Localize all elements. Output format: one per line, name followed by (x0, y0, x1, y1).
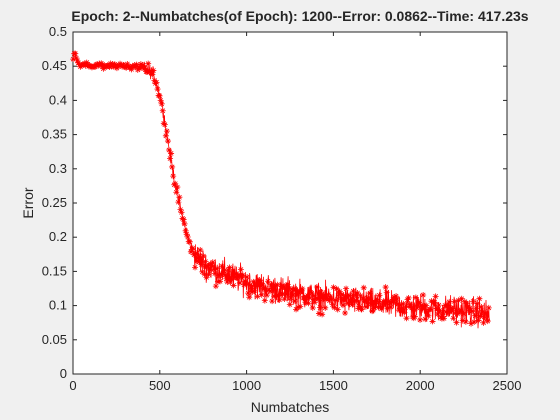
y-tick-label: 0.05 (42, 332, 67, 347)
data-point (451, 298, 457, 304)
data-point (353, 297, 359, 303)
data-point (285, 281, 291, 287)
data-point (306, 300, 312, 306)
y-tick-label: 0.5 (49, 24, 67, 39)
data-point (485, 318, 491, 324)
y-tick-label: 0.25 (42, 195, 67, 210)
x-tick-label: 0 (69, 378, 76, 393)
data-point (446, 299, 452, 305)
data-point (473, 306, 479, 312)
data-point (297, 303, 303, 309)
data-point (401, 309, 407, 315)
data-point (317, 305, 323, 311)
x-tick-label: 1000 (232, 378, 261, 393)
y-tick-label: 0.35 (42, 127, 67, 142)
x-axis-label: Numbatches (251, 399, 330, 415)
data-point (486, 305, 492, 311)
y-tick-label: 0.2 (49, 229, 67, 244)
x-tick-label: 1500 (319, 378, 348, 393)
data-point (394, 296, 400, 302)
data-point (333, 297, 339, 303)
data-point (382, 299, 388, 305)
y-tick-label: 0 (60, 366, 67, 381)
data-point (478, 304, 484, 310)
data-point (346, 293, 352, 299)
data-point (340, 302, 346, 308)
data-point (276, 297, 282, 303)
data-point (361, 285, 367, 291)
data-point (268, 282, 274, 288)
data-point (432, 299, 438, 305)
data-point (367, 290, 373, 296)
chart-title: Epoch: 2--Numbatches(of Epoch): 1200--Er… (71, 8, 528, 24)
data-point (310, 305, 316, 311)
data-point (472, 313, 478, 319)
data-point (383, 284, 389, 290)
y-tick-label: 0.4 (49, 92, 67, 107)
data-point (430, 318, 436, 324)
plot-area (73, 32, 507, 374)
y-tick-label: 0.1 (49, 298, 67, 313)
data-point (238, 267, 244, 273)
y-tick-label: 0.3 (49, 161, 67, 176)
x-tick-label: 500 (149, 378, 171, 393)
data-point (72, 51, 78, 57)
y-tick-label: 0.15 (42, 263, 67, 278)
data-point (359, 306, 365, 312)
x-tick-label: 2500 (493, 378, 522, 393)
x-tick-label: 2000 (406, 378, 435, 393)
y-axis-label: Error (20, 187, 36, 218)
data-point (374, 298, 380, 304)
data-point (388, 304, 394, 310)
data-point (150, 67, 156, 73)
data-point (251, 288, 257, 294)
y-tick-label: 0.45 (42, 58, 67, 73)
